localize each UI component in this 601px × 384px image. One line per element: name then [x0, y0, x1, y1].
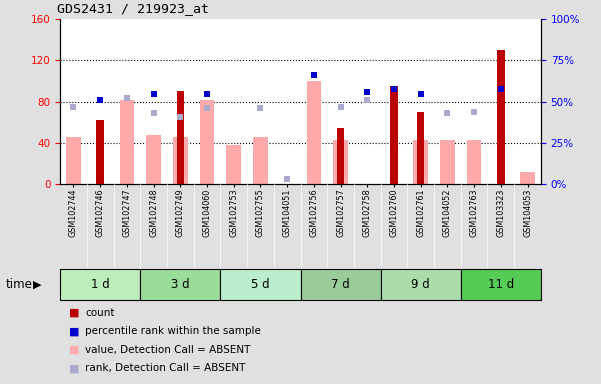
Text: GSM102758: GSM102758 [363, 189, 372, 237]
Text: 5 d: 5 d [251, 278, 270, 291]
Text: GSM102756: GSM102756 [310, 189, 319, 237]
Text: 3 d: 3 d [171, 278, 189, 291]
Text: GSM102753: GSM102753 [229, 189, 238, 237]
Bar [221, 269, 300, 300]
Bar [467, 140, 481, 184]
Text: 1 d: 1 d [91, 278, 109, 291]
Text: GSM104051: GSM104051 [282, 189, 291, 237]
Bar [66, 137, 81, 184]
Text: ▶: ▶ [33, 279, 41, 289]
Text: ■: ■ [69, 326, 79, 336]
Text: time: time [6, 278, 33, 291]
Bar [140, 269, 221, 300]
Text: GSM104053: GSM104053 [523, 189, 532, 237]
Bar [97, 120, 104, 184]
Bar [380, 269, 461, 300]
Bar [177, 91, 184, 184]
Text: rank, Detection Call = ABSENT: rank, Detection Call = ABSENT [85, 363, 246, 373]
Bar [253, 137, 268, 184]
Text: GSM103323: GSM103323 [496, 189, 505, 237]
Text: GSM102748: GSM102748 [149, 189, 158, 237]
Text: count: count [85, 308, 115, 318]
Bar [461, 269, 541, 300]
Text: GSM102749: GSM102749 [176, 189, 185, 237]
Bar [307, 81, 321, 184]
Bar [333, 140, 348, 184]
Text: GSM102747: GSM102747 [123, 189, 132, 237]
Bar [300, 269, 380, 300]
Text: GSM102755: GSM102755 [256, 189, 265, 237]
Bar [440, 140, 455, 184]
Text: ■: ■ [69, 363, 79, 373]
Bar [173, 137, 188, 184]
Bar [120, 100, 134, 184]
Bar [227, 145, 241, 184]
Text: GSM104060: GSM104060 [203, 189, 212, 237]
Bar [520, 172, 535, 184]
Text: ■: ■ [69, 345, 79, 355]
Text: GSM102763: GSM102763 [469, 189, 478, 237]
Bar [413, 140, 428, 184]
Text: GSM102757: GSM102757 [336, 189, 345, 237]
Text: GSM102744: GSM102744 [69, 189, 78, 237]
Text: 7 d: 7 d [331, 278, 350, 291]
Bar [417, 112, 424, 184]
Text: 11 d: 11 d [487, 278, 514, 291]
Bar [337, 127, 344, 184]
Text: ■: ■ [69, 308, 79, 318]
Bar [146, 135, 161, 184]
Text: percentile rank within the sample: percentile rank within the sample [85, 326, 261, 336]
Text: GSM102761: GSM102761 [416, 189, 425, 237]
Bar [390, 86, 398, 184]
Bar [60, 269, 140, 300]
Bar [200, 100, 215, 184]
Text: value, Detection Call = ABSENT: value, Detection Call = ABSENT [85, 345, 251, 355]
Bar [497, 50, 504, 184]
Text: GDS2431 / 219923_at: GDS2431 / 219923_at [57, 2, 209, 15]
Text: GSM102760: GSM102760 [389, 189, 398, 237]
Text: 9 d: 9 d [411, 278, 430, 291]
Text: GSM102746: GSM102746 [96, 189, 105, 237]
Text: GSM104052: GSM104052 [443, 189, 452, 237]
